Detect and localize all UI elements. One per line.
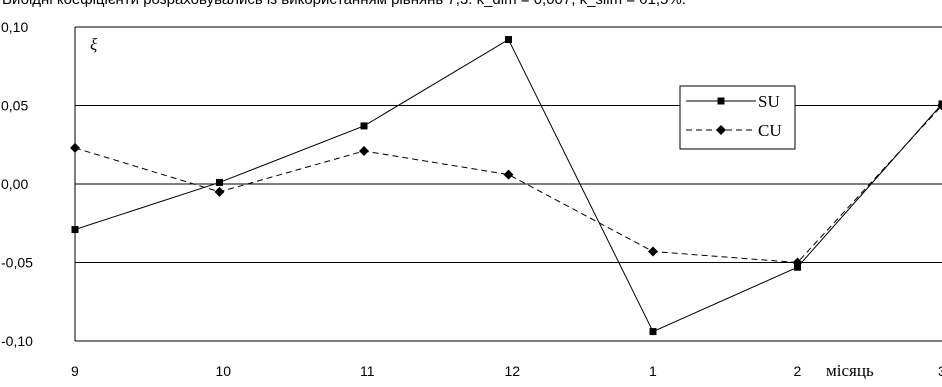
legend-label: CU xyxy=(758,121,782,140)
legend-marker xyxy=(716,125,726,135)
x-tick-labels: 9 10 11 12 1 2 3 xyxy=(71,363,942,379)
x-tick-label: 10 xyxy=(216,363,232,379)
data-point xyxy=(648,246,658,257)
axes xyxy=(74,27,942,342)
grid-lines xyxy=(75,26,942,342)
caption-text: Вибідні коефіцієнти розраховувались із в… xyxy=(2,0,942,11)
x-axis-label: місяць xyxy=(826,361,874,380)
y-tick-label: 0,10 xyxy=(1,19,28,35)
data-point xyxy=(503,169,514,180)
y-tick-label: -0,10 xyxy=(1,333,33,349)
x-tick-label: 3 xyxy=(938,363,942,379)
legend-marker xyxy=(717,97,725,105)
data-point xyxy=(214,186,225,197)
legend-box xyxy=(679,85,796,150)
series-line xyxy=(74,38,942,333)
data-point xyxy=(792,257,803,268)
data-point xyxy=(505,36,512,44)
data-point xyxy=(937,100,942,111)
series-cu xyxy=(70,100,942,268)
y-tick-label: 0,05 xyxy=(1,98,28,114)
data-point xyxy=(216,178,223,186)
data-point xyxy=(359,146,369,157)
data-point xyxy=(70,142,80,153)
data-point xyxy=(649,328,657,336)
y-tick-label: 0,00 xyxy=(1,176,28,192)
data-point xyxy=(71,226,79,234)
legend: SU CU xyxy=(679,85,796,150)
data-point xyxy=(360,122,368,130)
legend-label: SU xyxy=(758,92,780,111)
x-tick-label: 9 xyxy=(71,363,79,379)
x-tick-label: 11 xyxy=(360,363,375,379)
y-tick-labels: 0,10 0,05 0,00 -0,05 -0,10 xyxy=(1,19,33,349)
x-tick-label: 2 xyxy=(794,363,802,379)
x-tick-label: 12 xyxy=(505,363,521,379)
y-tick-label: -0,05 xyxy=(1,255,33,271)
series xyxy=(70,36,942,336)
y-axis-label: ξ xyxy=(90,35,98,54)
series-su xyxy=(71,36,942,336)
x-tick-label: 1 xyxy=(649,363,657,379)
